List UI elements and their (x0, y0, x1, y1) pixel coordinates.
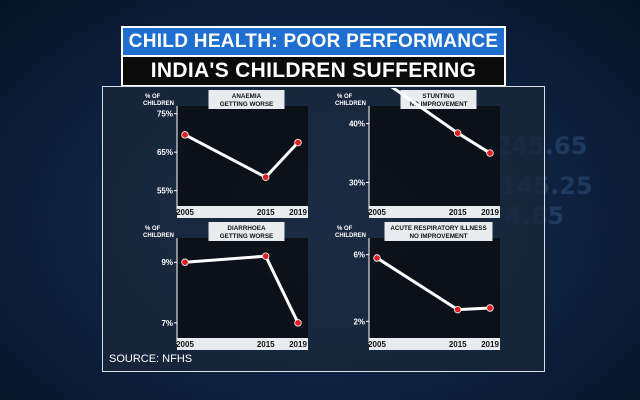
headline-subtitle: INDIA'S CHILDREN SUFFERING (121, 57, 506, 87)
x-tick-label: 2019 (481, 208, 499, 217)
unit-label-line1: % OF (337, 226, 353, 232)
chart-title-line2: NO IMPROVEMENT (409, 233, 467, 240)
data-point (262, 173, 270, 181)
data-point (454, 305, 462, 314)
x-tick-label: 2015 (257, 208, 275, 217)
y-tick-label: 2% (353, 317, 365, 326)
chart-title-line2: GETTING WORSE (220, 233, 274, 240)
chart-title-line1: STUNTING (422, 93, 454, 100)
y-tick-label: 9% (161, 258, 173, 267)
x-tick-label: 2015 (449, 208, 467, 217)
unit-label-line1: % OF (145, 226, 161, 232)
data-point (486, 149, 494, 157)
x-axis-bar (177, 206, 308, 218)
plot-area (369, 106, 500, 206)
y-tick-label: 55% (157, 187, 173, 196)
x-tick-label: 2005 (368, 340, 386, 349)
data-point (294, 138, 302, 147)
chart-title-line1: ACUTE RESPIRATORY ILLNESS (390, 225, 486, 232)
x-tick-label: 2005 (176, 208, 194, 217)
x-tick-label: 2005 (368, 208, 386, 217)
x-tick-label: 2019 (289, 208, 307, 217)
unit-label-line2: CHILDREN (143, 101, 174, 107)
headline-title: CHILD HEALTH: POOR PERFORMANCE (121, 26, 506, 57)
x-tick-label: 2019 (289, 340, 307, 349)
unit-label-line2: CHILDREN (143, 233, 174, 239)
data-point (454, 129, 462, 137)
chart-title-line1: ANAEMIA (232, 93, 262, 100)
plot-area (177, 238, 308, 338)
data-point (373, 254, 381, 262)
data-point (181, 131, 189, 139)
chart-title-box (400, 90, 477, 109)
chart-title-box (208, 90, 285, 109)
source-label: SOURCE: NFHS (109, 353, 193, 365)
chart-title-line1: DIARRHOEA (227, 225, 266, 232)
data-point (181, 258, 189, 266)
x-tick-label: 2015 (257, 340, 275, 349)
x-axis-bar (177, 338, 308, 350)
data-point (262, 252, 270, 260)
y-tick-label: 30% (349, 178, 365, 187)
x-axis-bar (369, 338, 500, 350)
x-tick-label: 2019 (481, 340, 499, 349)
y-tick-label: 65% (157, 148, 173, 157)
y-tick-label: 6% (353, 251, 365, 260)
y-tick-label: 75% (157, 110, 173, 119)
unit-label-line1: % OF (337, 94, 353, 100)
chart-title-line2: NO IMPROVEMENT (409, 101, 467, 108)
x-axis-bar (369, 206, 500, 218)
y-tick-label: 7% (161, 319, 173, 328)
unit-label-line1: % OF (145, 94, 161, 100)
chart-title-box (208, 222, 285, 241)
plot-area (369, 238, 500, 338)
y-tick-label: 40% (349, 120, 365, 129)
unit-label-line2: CHILDREN (335, 233, 366, 239)
data-point (294, 319, 302, 327)
unit-label-line2: CHILDREN (335, 101, 366, 107)
x-tick-label: 2005 (176, 340, 194, 349)
chart-title-box (384, 222, 493, 241)
x-tick-label: 2015 (449, 340, 467, 349)
data-point (486, 304, 494, 312)
plot-area (177, 106, 308, 206)
chart-title-line2: GETTING WORSE (220, 101, 274, 108)
